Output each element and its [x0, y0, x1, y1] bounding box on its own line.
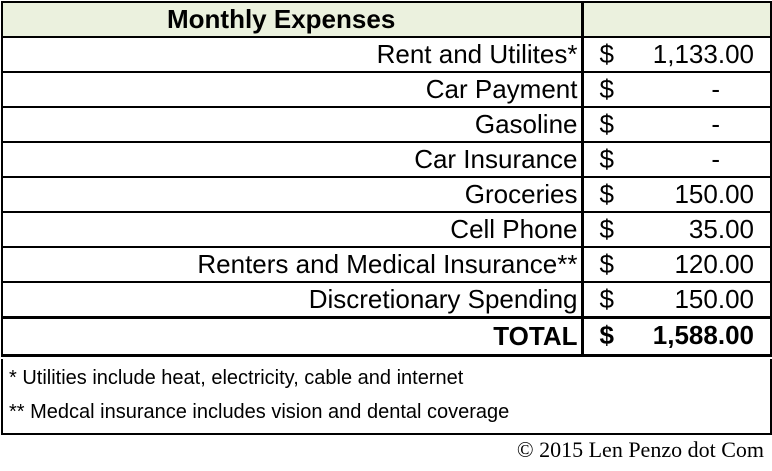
expense-amount-cell: $ - — [581, 141, 772, 178]
expense-label: Car Payment — [1, 71, 584, 108]
header-row: Monthly Expenses — [1, 1, 772, 38]
currency-symbol: $ — [599, 39, 614, 69]
expense-row: Gasoline $ - — [1, 106, 772, 143]
expense-amount-cell: $1,133.00 — [581, 36, 772, 73]
currency-symbol: $ — [599, 144, 614, 174]
total-amount: 1,588.00 — [652, 320, 754, 351]
expense-label: Gasoline — [1, 106, 584, 143]
expense-amount-cell: $35.00 — [581, 211, 772, 248]
expense-row: Renters and Medical Insurance** $120.00 — [1, 246, 772, 283]
expense-amount-cell: $150.00 — [581, 176, 772, 213]
expense-label: Car Insurance — [1, 141, 584, 178]
currency-symbol: $ — [599, 284, 614, 314]
currency-symbol: $ — [599, 214, 614, 244]
total-label: TOTAL — [1, 316, 584, 357]
expense-amount-cell: $120.00 — [581, 246, 772, 283]
expense-label: Discretionary Spending — [1, 281, 584, 319]
expense-label: Rent and Utilites* — [1, 36, 584, 73]
expense-row: Discretionary Spending $150.00 — [1, 281, 772, 319]
currency-symbol: $ — [599, 249, 614, 279]
expense-amount-cell: $ - — [581, 71, 772, 108]
expense-amount: - — [711, 74, 720, 104]
currency-symbol: $ — [599, 320, 614, 351]
expense-amount: - — [711, 109, 720, 139]
table-title: Monthly Expenses — [1, 1, 584, 38]
expense-amount-cell: $ - — [581, 106, 772, 143]
footnote-medical: ** Medcal insurance includes vision and … — [9, 401, 510, 423]
expense-row: Car Payment $ - — [1, 71, 772, 108]
currency-symbol: $ — [599, 179, 614, 209]
expense-label: Groceries — [1, 176, 584, 213]
expenses-table: Monthly Expenses Rent and Utilites* $1,13… — [1, 1, 772, 357]
currency-symbol: $ — [599, 109, 614, 139]
expense-amount: 1,133.00 — [652, 39, 754, 69]
expense-row: Car Insurance $ - — [1, 141, 772, 178]
expense-row: Groceries $150.00 — [1, 176, 772, 213]
total-amount-cell: $1,588.00 — [581, 316, 772, 357]
expense-label: Cell Phone — [1, 211, 584, 248]
header-empty-cell — [581, 1, 772, 38]
notes-box: * Utilities include heat, electricity, c… — [1, 359, 772, 435]
currency-symbol: $ — [599, 74, 614, 104]
expense-amount: 150.00 — [674, 179, 754, 209]
expense-amount: 150.00 — [674, 284, 754, 314]
expense-amount: 35.00 — [688, 214, 754, 244]
footnote-utilities: * Utilities include heat, electricity, c… — [9, 367, 464, 389]
expense-row: Cell Phone $35.00 — [1, 211, 772, 248]
expense-label: Renters and Medical Insurance** — [1, 246, 584, 283]
expense-amount-cell: $150.00 — [581, 281, 772, 319]
expense-row: Rent and Utilites* $1,133.00 — [1, 36, 772, 73]
total-row: TOTAL $1,588.00 — [1, 316, 772, 357]
expense-amount: 120.00 — [674, 249, 754, 279]
copyright-text: © 2015 Len Penzo dot Com — [516, 437, 764, 462]
expense-amount: - — [711, 144, 720, 174]
